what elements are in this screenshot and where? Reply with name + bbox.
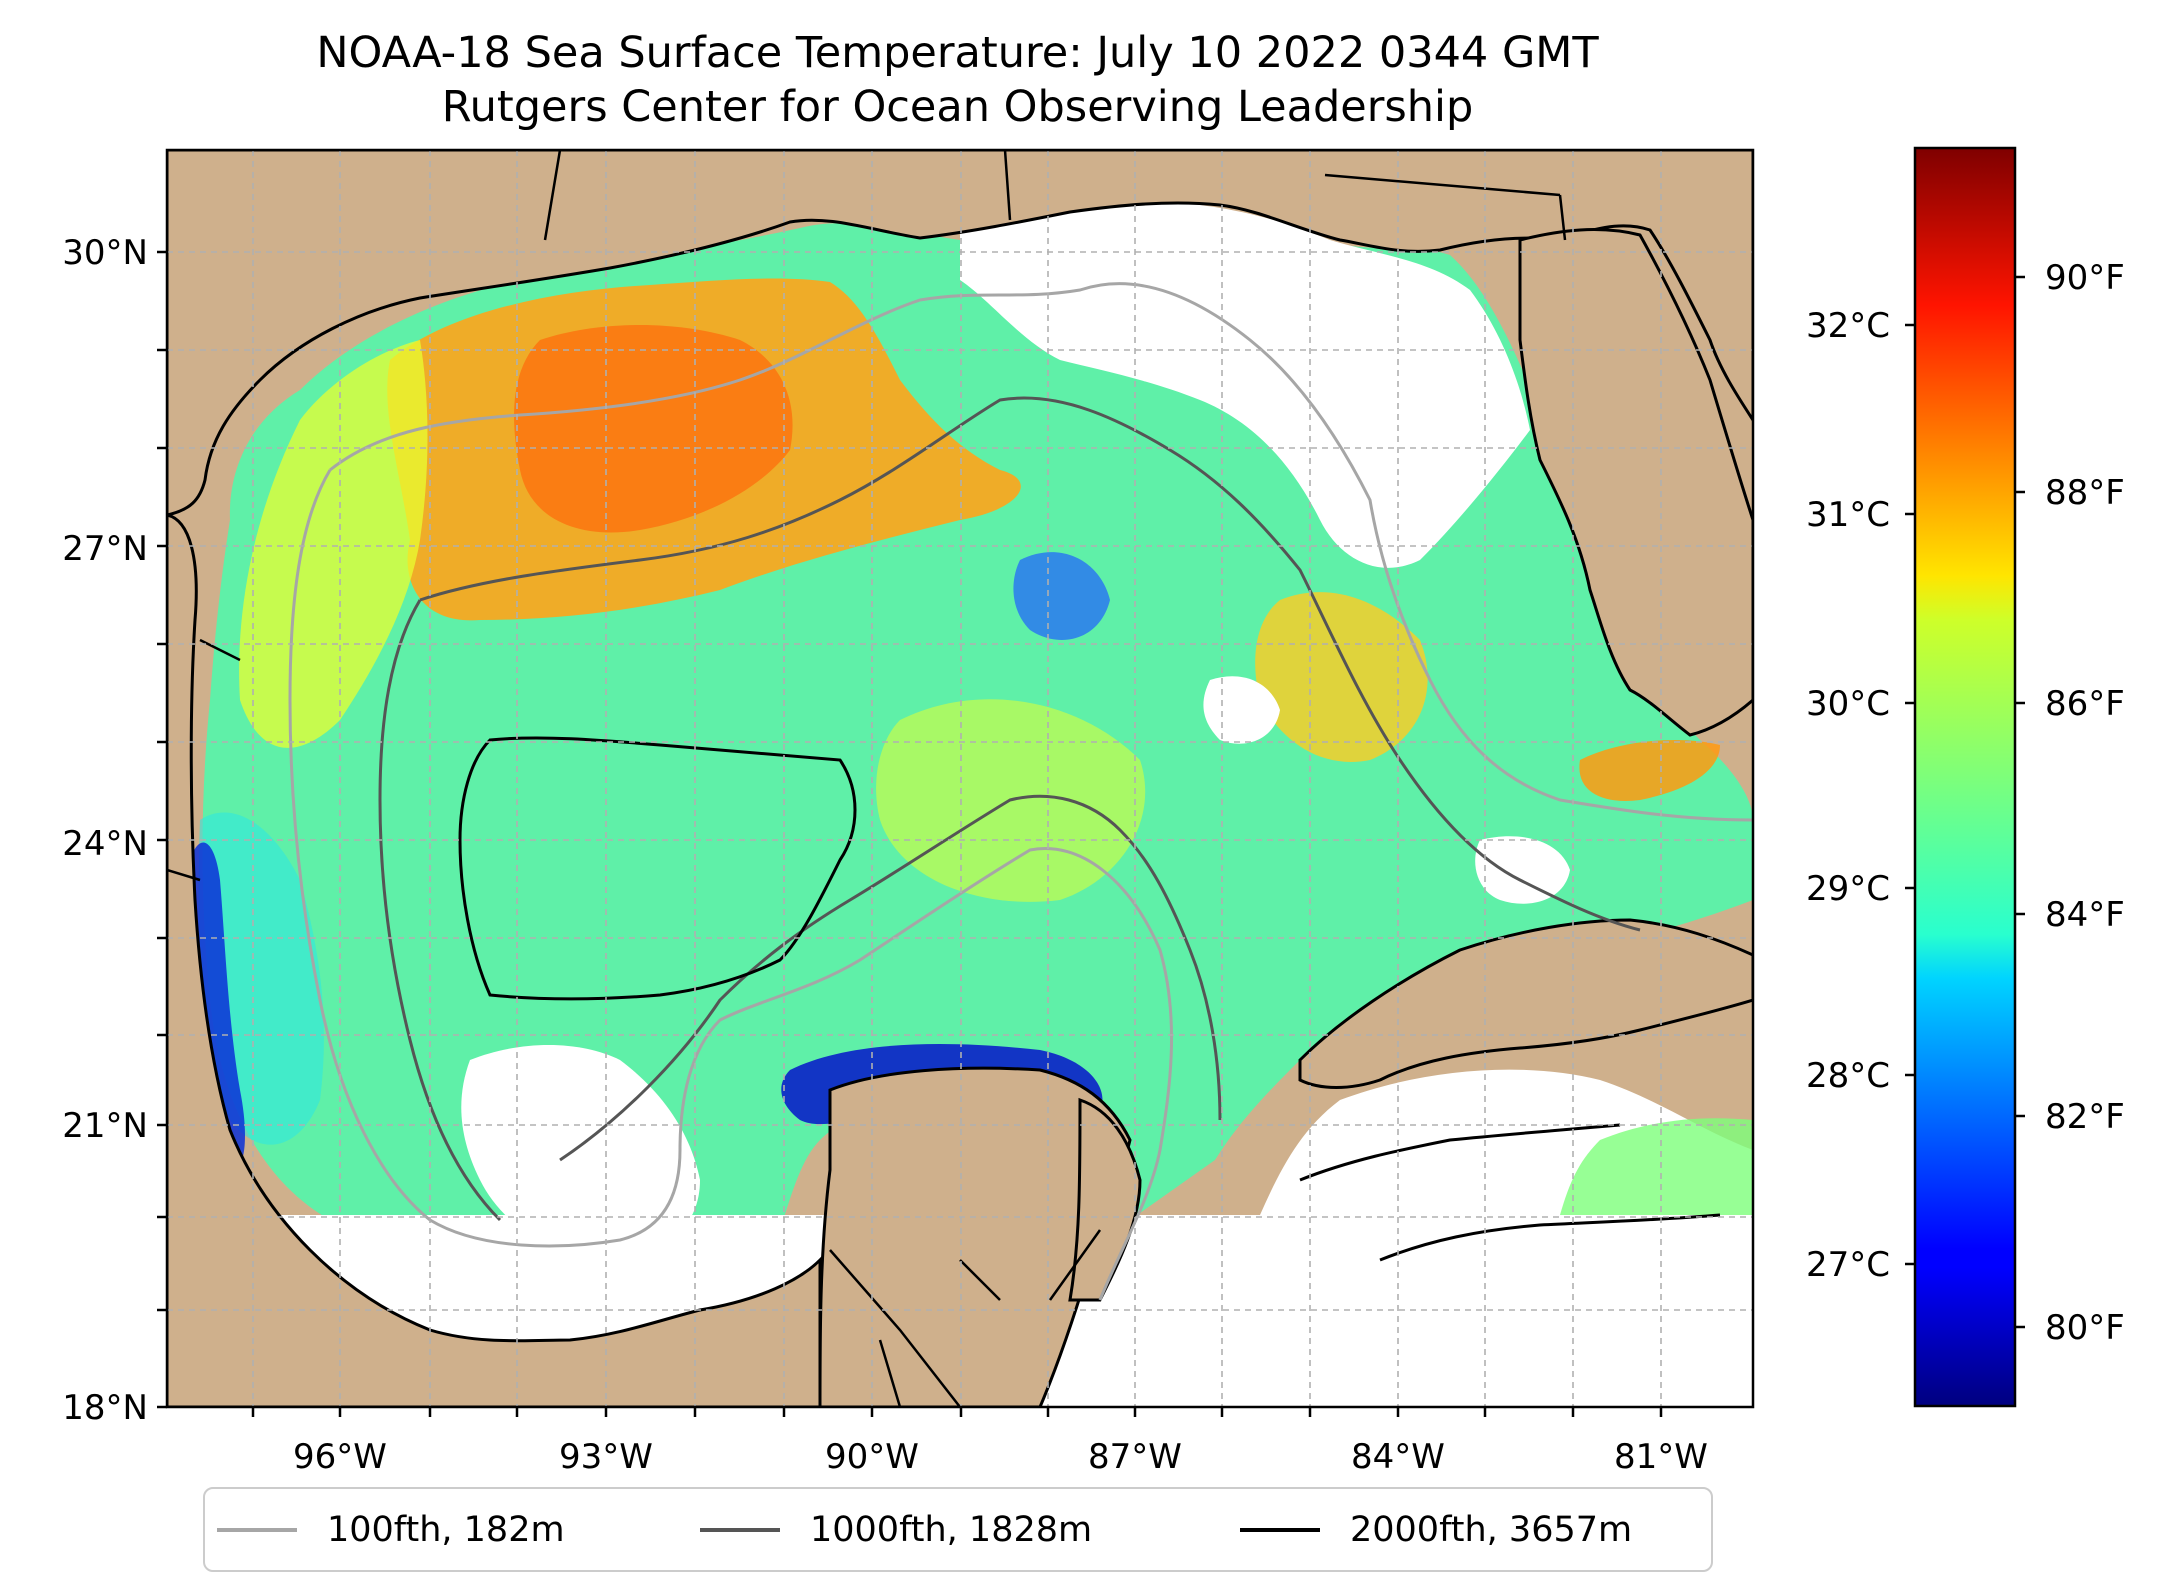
lon-label-81w: 81°W (1614, 1437, 1708, 1477)
lon-label-90w: 90°W (825, 1437, 919, 1477)
warm-florida-patch (1579, 740, 1720, 801)
border-lines (167, 150, 1567, 1407)
colorbar (1913, 146, 2017, 1408)
land-cuba (1298, 918, 1753, 1089)
legend-entry-2000fth: 2000fth, 3657m (1240, 1489, 1632, 1570)
land-florida (1518, 228, 1753, 737)
lat-label-18n: 18°N (62, 1388, 148, 1428)
cold-blue-patch (1013, 552, 1110, 640)
colorbar-label-80f: 80°F (2045, 1308, 2125, 1348)
land-mexico-west (167, 513, 822, 1407)
lat-label-30n: 30°N (62, 233, 148, 273)
contour-legend: 100fth, 182m 1000fth, 1828m 2000fth, 365… (203, 1487, 1713, 1572)
colorbar-celsius-ticks (1905, 323, 1915, 1266)
legend-entry-1000fth: 1000fth, 1828m (700, 1489, 1092, 1570)
lon-label-93w: 93°W (559, 1437, 653, 1477)
colorbar-fahrenheit-ticks (2015, 275, 2025, 1329)
contour-1000fth (378, 396, 1641, 1222)
legend-line-2000fth (1240, 1527, 1320, 1532)
colorbar-label-27c: 27°C (1806, 1245, 1890, 1285)
colorbar-label-32c: 32°C (1806, 306, 1890, 346)
lon-label-87w: 87°W (1088, 1437, 1182, 1477)
colorbar-label-84f: 84°F (2045, 895, 2125, 935)
lat-label-27n: 27°N (62, 529, 148, 569)
colorbar-label-28c: 28°C (1806, 1056, 1890, 1096)
cold-western-edge (188, 842, 245, 1172)
lat-label-21n: 21°N (62, 1106, 148, 1146)
no-data-northeast (960, 200, 1530, 568)
legend-entry-100fth: 100fth, 182m (217, 1489, 565, 1570)
warm-eastern-patch (1255, 592, 1428, 762)
colorbar-label-31c: 31°C (1806, 495, 1890, 535)
legend-label-100fth: 100fth, 182m (327, 1509, 565, 1550)
lat-axis (157, 250, 167, 1409)
colorbar-label-82f: 82°F (2045, 1097, 2125, 1137)
colorbar-label-30c: 30°C (1806, 684, 1890, 724)
lon-label-96w: 96°W (293, 1437, 387, 1477)
colorbar-label-29c: 29°C (1806, 869, 1890, 909)
legend-line-1000fth (700, 1527, 780, 1532)
hot-core-region (514, 325, 793, 533)
land-north-coast (167, 150, 1753, 517)
colorbar-label-88f: 88°F (2045, 473, 2125, 513)
colorbar-label-86f: 86°F (2045, 684, 2125, 724)
sst-caribbean-strip (1560, 1118, 1753, 1215)
contour-100fth (288, 282, 1753, 1301)
lat-label-24n: 24°N (62, 824, 148, 864)
legend-label-1000fth: 1000fth, 1828m (810, 1509, 1093, 1550)
lon-label-84w: 84°W (1351, 1437, 1445, 1477)
map-title-line2: Rutgers Center for Ocean Observing Leade… (441, 82, 1474, 132)
legend-label-2000fth: 2000fth, 3657m (1350, 1509, 1633, 1550)
graticule (167, 150, 1753, 1407)
no-data-cloud-small-1 (1475, 836, 1570, 904)
legend-line-100fth (217, 1527, 297, 1532)
contour-2000fth (458, 736, 1721, 1262)
colorbar-label-90f: 90°F (2045, 258, 2125, 298)
no-data-south-west (461, 1045, 700, 1260)
map-title-line1: NOAA-18 Sea Surface Temperature: July 10… (316, 28, 1599, 78)
lon-axis (251, 1407, 1663, 1417)
